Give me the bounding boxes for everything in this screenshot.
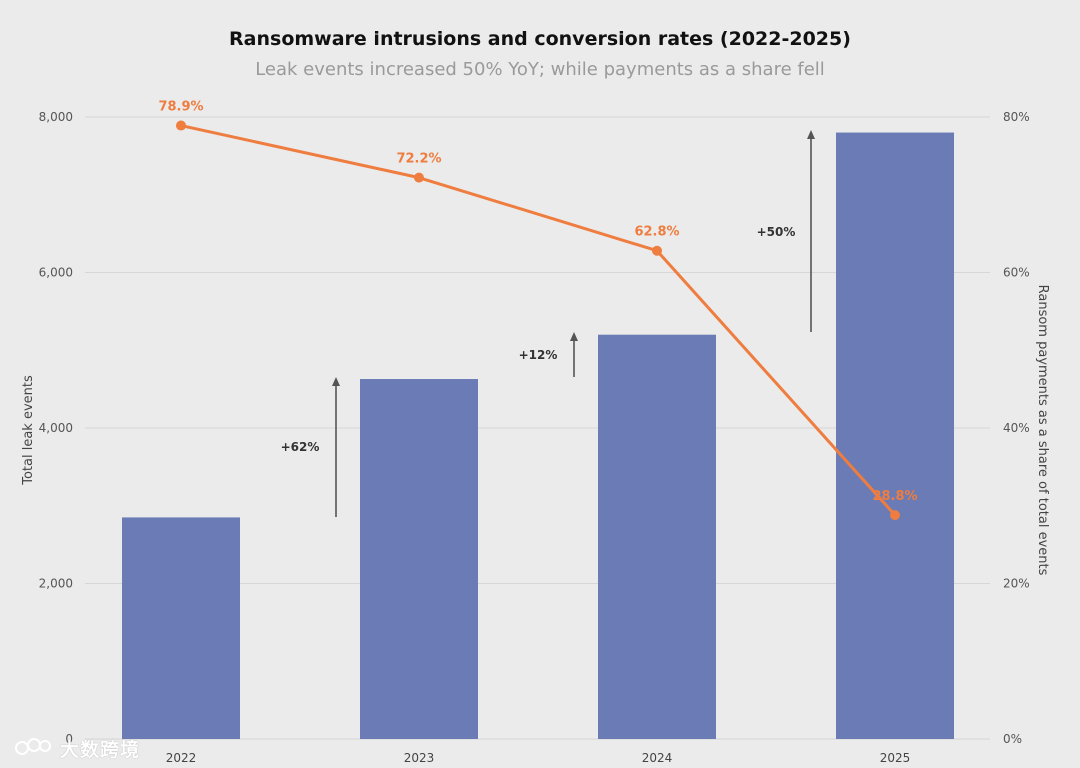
growth-arrow-head	[570, 332, 578, 341]
line-data-label: 72.2%	[396, 152, 441, 167]
chart-title: Ransomware intrusions and conversion rat…	[229, 28, 851, 50]
watermark-text: 大数跨境	[60, 738, 141, 761]
line-point	[414, 172, 424, 183]
line-point	[176, 120, 186, 131]
x-tick-label: 2025	[880, 751, 911, 765]
x-tick-label: 2023	[404, 751, 435, 765]
bar	[122, 517, 240, 739]
bar	[360, 379, 478, 739]
bar	[598, 334, 716, 739]
growth-arrow-head	[807, 130, 815, 139]
y2-tick-label: 80%	[1003, 110, 1030, 124]
y2-tick-label: 20%	[1003, 577, 1030, 591]
line-point	[652, 245, 662, 256]
y2-axis-title: Ransom payments as a share of total even…	[1035, 285, 1050, 576]
line-data-label: 78.9%	[158, 100, 203, 115]
y-tick-label: 6,000	[39, 266, 73, 280]
growth-annotation: +50%	[757, 225, 796, 239]
y2-tick-label: 60%	[1003, 266, 1030, 280]
y-tick-label: 4,000	[39, 421, 73, 435]
chart-subtitle: Leak events increased 50% YoY; while pay…	[255, 59, 825, 80]
y-tick-label: 8,000	[39, 110, 73, 124]
watermark: 大数跨境	[12, 734, 140, 762]
x-tick-label: 2022	[166, 751, 197, 765]
growth-arrow-head	[332, 377, 340, 386]
watermark-logo-icon	[15, 738, 51, 755]
growth-annotation: +12%	[519, 348, 558, 362]
y-tick-label: 2,000	[39, 577, 73, 591]
line-point	[890, 510, 900, 521]
growth-annotation: +62%	[281, 440, 320, 454]
x-tick-label: 2024	[642, 751, 673, 765]
y-axis-title: Total leak events	[21, 375, 36, 486]
line-data-label: 62.8%	[634, 225, 679, 240]
y2-tick-label: 40%	[1003, 421, 1030, 435]
bar	[836, 132, 954, 740]
y-tick-label: 0	[65, 732, 73, 746]
line-series	[180, 124, 897, 517]
y2-tick-label: 0%	[1003, 732, 1022, 746]
line-data-label: 28.8%	[872, 489, 917, 504]
